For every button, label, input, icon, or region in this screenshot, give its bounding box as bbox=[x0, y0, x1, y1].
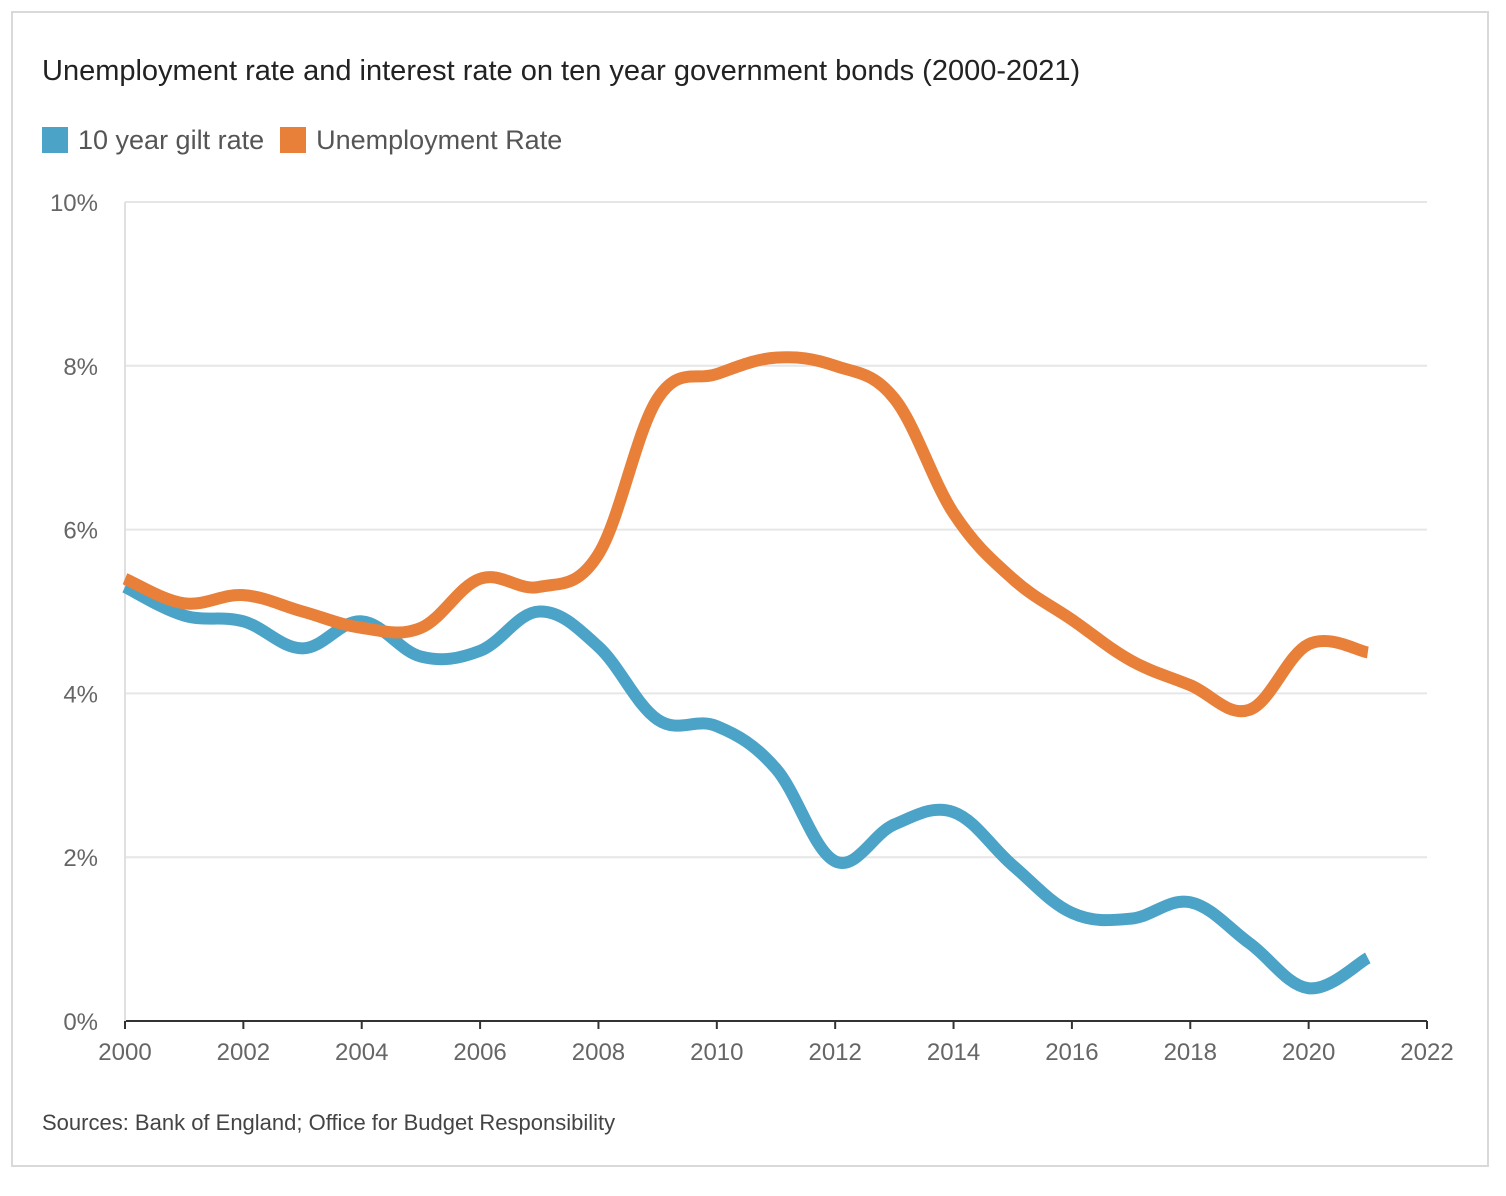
x-tick-label: 2016 bbox=[1045, 1039, 1098, 1066]
x-tick-label: 2000 bbox=[98, 1039, 151, 1066]
y-tick-label: 4% bbox=[63, 681, 98, 708]
chart-card bbox=[11, 11, 1489, 1167]
x-tick-label: 2022 bbox=[1400, 1039, 1453, 1066]
y-tick-label: 10% bbox=[50, 190, 98, 217]
x-tick-label: 2010 bbox=[690, 1039, 743, 1066]
y-tick-label: 2% bbox=[63, 845, 98, 872]
chart-legend: 10 year gilt rate Unemployment Rate bbox=[42, 122, 578, 158]
series-lines bbox=[122, 351, 1371, 995]
x-tick-label: 2008 bbox=[572, 1039, 625, 1066]
series-line-gilt-rate[interactable] bbox=[122, 581, 1371, 995]
legend-item-unemployment[interactable]: Unemployment Rate bbox=[280, 125, 562, 156]
series-line-unemployment-rate[interactable] bbox=[122, 351, 1370, 718]
x-tick-label: 2006 bbox=[453, 1039, 506, 1066]
axes bbox=[124, 202, 1428, 1029]
x-tick-label: 2012 bbox=[808, 1039, 861, 1066]
x-tick-label: 2018 bbox=[1164, 1039, 1217, 1066]
x-tick-label: 2020 bbox=[1282, 1039, 1335, 1066]
legend-item-gilt[interactable]: 10 year gilt rate bbox=[42, 125, 264, 156]
y-tick-label: 0% bbox=[63, 1009, 98, 1036]
legend-swatch-gilt bbox=[42, 127, 68, 153]
tick-labels: 0% 2% 4% 6% 8% 10% 2000 2002 2004 2006 2008 2010 201… bbox=[50, 190, 1454, 1066]
y-tick-label: 8% bbox=[63, 354, 98, 381]
gridlines bbox=[125, 201, 1427, 859]
x-tick-label: 2002 bbox=[217, 1039, 270, 1066]
x-tick-label: 2014 bbox=[927, 1039, 980, 1066]
y-tick-label: 6% bbox=[63, 518, 98, 545]
legend-label-gilt: 10 year gilt rate bbox=[78, 124, 265, 155]
chart-title: Unemployment rate and interest rate on t… bbox=[42, 55, 1081, 87]
legend-label-unemployment: Unemployment Rate bbox=[316, 124, 563, 155]
legend-swatch-unemployment bbox=[280, 127, 307, 153]
source-note: Sources: Bank of England; Office for Bud… bbox=[42, 1110, 616, 1135]
x-tick-label: 2004 bbox=[335, 1039, 388, 1066]
